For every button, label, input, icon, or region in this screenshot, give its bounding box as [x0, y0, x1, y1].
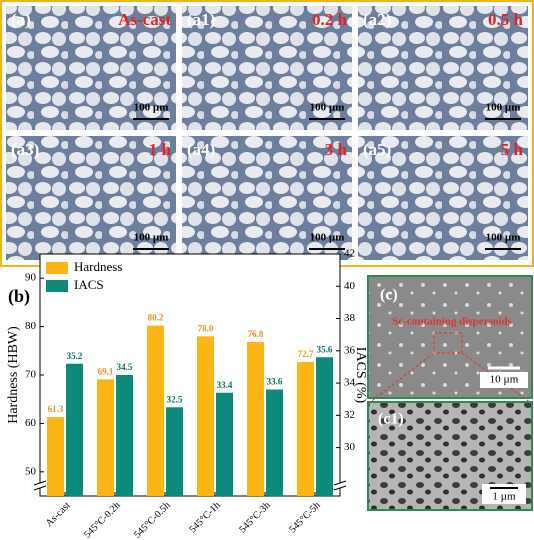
scale-box [480, 372, 528, 388]
bar [216, 392, 233, 496]
value-label: 72.7 [298, 349, 314, 359]
y2-tick-label: 42 [344, 248, 355, 260]
value-label: 69.1 [98, 366, 114, 376]
x-tick-label: 545°C-0.2h [82, 500, 123, 540]
micrograph [180, 4, 354, 132]
plot-area [39, 253, 341, 497]
scale-label: 100 µm [134, 102, 169, 114]
time-label: 5 h [501, 140, 524, 159]
y2-tick-label: 32 [344, 409, 355, 421]
value-label: 35.6 [317, 344, 333, 354]
bar [316, 357, 333, 496]
axis-break [33, 480, 47, 486]
x-tick-label: 545°C-5h [287, 500, 322, 535]
legend-swatch [46, 262, 68, 274]
axis-break [333, 485, 347, 491]
scale-label: 1 µm [492, 491, 516, 503]
bar [266, 389, 283, 496]
panel-label: (a4) [187, 140, 215, 159]
scale-label: 100 µm [134, 232, 169, 244]
bar [166, 407, 183, 496]
bar [247, 342, 264, 496]
y-tick-label: 80 [25, 320, 37, 332]
legend-label: IACS [74, 277, 104, 292]
value-label: 78.0 [198, 323, 214, 333]
y-tick-label: 90 [25, 272, 37, 284]
y-axis-title: Hardness (HBW) [6, 326, 21, 424]
value-label: 80.2 [148, 313, 164, 323]
panel-label: (a2) [363, 10, 391, 29]
panel-label: (a5) [363, 140, 391, 159]
value-label: 61.3 [48, 404, 64, 414]
x-tick-label: 545°C-1h [187, 500, 222, 535]
y2-tick-label: 30 [344, 441, 356, 453]
y2-tick-label: 40 [344, 280, 356, 292]
legend-label: Hardness [74, 259, 122, 274]
scale-label: 10 µm [490, 374, 519, 386]
y-tick-label: 70 [25, 369, 37, 381]
value-label: 34.5 [117, 362, 133, 372]
bar [116, 375, 133, 496]
bar [297, 361, 314, 496]
y2-tick-label: 38 [344, 312, 356, 324]
panel-label: (a1) [187, 10, 215, 29]
micrograph [356, 134, 530, 262]
y2-tick-label: 34 [344, 377, 356, 389]
annotation: Sc-containing dispersoids [392, 316, 512, 328]
value-label: 76.8 [248, 329, 264, 339]
panel-label: (a) [11, 10, 31, 29]
bar [147, 325, 164, 496]
panel-label: (a3) [11, 140, 39, 159]
y2-tick-label: 36 [344, 344, 356, 356]
scale-label: 100 µm [310, 232, 345, 244]
zoom-line [368, 352, 435, 404]
micrograph [356, 4, 530, 132]
value-label: 35.2 [67, 351, 83, 361]
bar [97, 379, 114, 496]
time-label: 1 h [149, 140, 172, 159]
time-label: 0.2 h [312, 10, 348, 29]
bar [47, 417, 64, 496]
x-tick-label: 545°C-0.5h [132, 500, 173, 540]
zoom-box [433, 332, 463, 354]
time-label: As-cast [118, 10, 171, 29]
axis-break [35, 483, 45, 488]
panel-label: (c1) [378, 411, 404, 428]
value-label: 33.6 [267, 377, 283, 387]
panel-label: (c) [380, 287, 398, 304]
time-label: 3 h [325, 140, 348, 159]
value-label: 32.5 [167, 394, 183, 404]
axis-break [335, 483, 345, 488]
y-tick-label: 60 [25, 417, 37, 429]
scale-label: 100 µm [486, 102, 521, 114]
axis-break [333, 480, 347, 486]
panel-label: (b) [8, 286, 30, 307]
scale-label: 100 µm [486, 232, 521, 244]
micrograph [4, 134, 178, 262]
legend-swatch [46, 280, 68, 292]
micrograph [4, 4, 178, 132]
bar [66, 363, 83, 496]
y-tick-label: 50 [25, 465, 37, 477]
bar [197, 336, 214, 496]
y2-axis-title: IACS (%) [353, 347, 368, 404]
scale-label: 100 µm [310, 102, 345, 114]
axis-break [33, 485, 47, 491]
value-label: 33.4 [217, 380, 233, 390]
x-tick-label: As-cast [44, 500, 73, 529]
time-label: 0.5 h [488, 10, 524, 29]
x-tick-label: 545°C-3h [237, 500, 272, 535]
